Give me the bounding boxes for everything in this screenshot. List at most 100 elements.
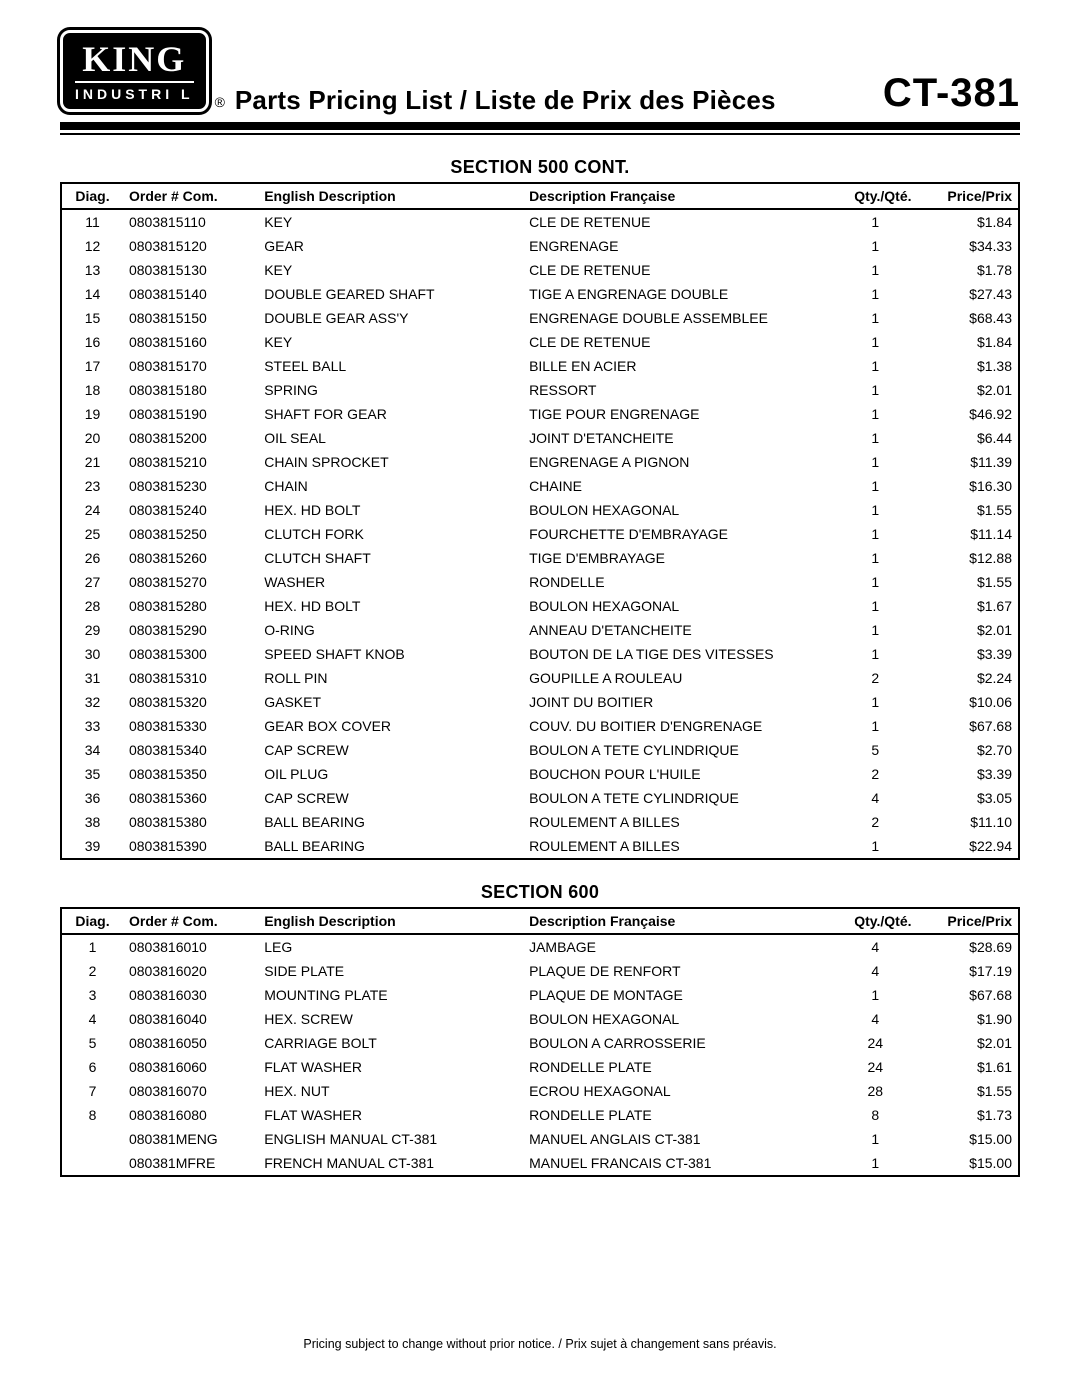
sections-container: SECTION 500 CONT.Diag.Order # Com.Englis… (60, 157, 1020, 1177)
cell-diag: 16 (61, 330, 123, 354)
logo-sub-text: INDUSTRI L (75, 81, 194, 101)
cell-order: 0803816040 (123, 1007, 258, 1031)
cell-qty: 1 (833, 234, 918, 258)
cell-diag (61, 1151, 123, 1176)
table-row: 210803815210CHAIN SPROCKETENGRENAGE A PI… (61, 450, 1019, 474)
cell-order: 0803815130 (123, 258, 258, 282)
cell-en: SHAFT FOR GEAR (258, 402, 523, 426)
table-row: 250803815250CLUTCH FORKFOURCHETTE D'EMBR… (61, 522, 1019, 546)
col-header-en: English Description (258, 183, 523, 209)
cell-price: $1.55 (918, 570, 1019, 594)
cell-qty: 1 (833, 282, 918, 306)
cell-order: 0803816070 (123, 1079, 258, 1103)
cell-price: $1.84 (918, 330, 1019, 354)
cell-price: $1.67 (918, 594, 1019, 618)
cell-diag: 14 (61, 282, 123, 306)
cell-qty: 2 (833, 810, 918, 834)
table-row: 160803815160KEYCLE DE RETENUE1$1.84 (61, 330, 1019, 354)
cell-price: $2.70 (918, 738, 1019, 762)
cell-qty: 1 (833, 209, 918, 234)
cell-fr: ANNEAU D'ETANCHEITE (523, 618, 833, 642)
cell-fr: PLAQUE DE RENFORT (523, 959, 833, 983)
page: KING INDUSTRI L ® Parts Pricing List / L… (0, 0, 1080, 1397)
cell-order: 0803815120 (123, 234, 258, 258)
cell-diag: 35 (61, 762, 123, 786)
cell-fr: BOULON HEXAGONAL (523, 498, 833, 522)
cell-fr: BOULON A TETE CYLINDRIQUE (523, 786, 833, 810)
table-row: 150803815150DOUBLE GEAR ASS'YENGRENAGE D… (61, 306, 1019, 330)
cell-price: $12.88 (918, 546, 1019, 570)
cell-en: GEAR (258, 234, 523, 258)
table-row: 300803815300SPEED SHAFT KNOBBOUTON DE LA… (61, 642, 1019, 666)
cell-price: $6.44 (918, 426, 1019, 450)
col-header-diag: Diag. (61, 908, 123, 934)
cell-qty: 1 (833, 450, 918, 474)
cell-price: $2.01 (918, 378, 1019, 402)
cell-diag: 20 (61, 426, 123, 450)
cell-order: 0803815260 (123, 546, 258, 570)
table-row: 80803816080FLAT WASHERRONDELLE PLATE8$1.… (61, 1103, 1019, 1127)
cell-price: $28.69 (918, 934, 1019, 959)
registered-mark-icon: ® (215, 94, 225, 110)
cell-diag: 33 (61, 714, 123, 738)
cell-order: 0803816010 (123, 934, 258, 959)
cell-en: HEX. SCREW (258, 1007, 523, 1031)
cell-fr: PLAQUE DE MONTAGE (523, 983, 833, 1007)
cell-en: HEX. HD BOLT (258, 594, 523, 618)
cell-fr: MANUEL ANGLAIS CT-381 (523, 1127, 833, 1151)
cell-price: $3.39 (918, 762, 1019, 786)
cell-price: $67.68 (918, 983, 1019, 1007)
cell-price: $16.30 (918, 474, 1019, 498)
table-row: 350803815350OIL PLUGBOUCHON POUR L'HUILE… (61, 762, 1019, 786)
table-row: 270803815270WASHERRONDELLE1$1.55 (61, 570, 1019, 594)
cell-price: $1.84 (918, 209, 1019, 234)
cell-diag: 1 (61, 934, 123, 959)
page-title: Parts Pricing List / Liste de Prix des P… (235, 85, 776, 116)
cell-order: 0803815390 (123, 834, 258, 859)
cell-qty: 1 (833, 594, 918, 618)
cell-qty: 4 (833, 786, 918, 810)
cell-fr: TIGE A ENGRENAGE DOUBLE (523, 282, 833, 306)
cell-order: 0803815230 (123, 474, 258, 498)
cell-qty: 1 (833, 834, 918, 859)
cell-price: $1.55 (918, 1079, 1019, 1103)
cell-price: $67.68 (918, 714, 1019, 738)
cell-qty: 1 (833, 983, 918, 1007)
cell-qty: 5 (833, 738, 918, 762)
cell-price: $2.01 (918, 618, 1019, 642)
cell-fr: ROULEMENT A BILLES (523, 834, 833, 859)
cell-en: SIDE PLATE (258, 959, 523, 983)
cell-qty: 2 (833, 762, 918, 786)
table-row: 170803815170STEEL BALLBILLE EN ACIER1$1.… (61, 354, 1019, 378)
cell-price: $46.92 (918, 402, 1019, 426)
cell-fr: FOURCHETTE D'EMBRAYAGE (523, 522, 833, 546)
col-header-price: Price/Prix (918, 183, 1019, 209)
cell-qty: 1 (833, 714, 918, 738)
cell-diag: 25 (61, 522, 123, 546)
cell-qty: 1 (833, 330, 918, 354)
table-row: 190803815190SHAFT FOR GEARTIGE POUR ENGR… (61, 402, 1019, 426)
cell-qty: 1 (833, 474, 918, 498)
cell-order: 0803816030 (123, 983, 258, 1007)
table-row: 40803816040HEX. SCREWBOULON HEXAGONAL4$1… (61, 1007, 1019, 1031)
cell-diag: 30 (61, 642, 123, 666)
cell-diag: 17 (61, 354, 123, 378)
cell-price: $15.00 (918, 1151, 1019, 1176)
cell-en: DOUBLE GEARED SHAFT (258, 282, 523, 306)
cell-en: KEY (258, 330, 523, 354)
cell-diag: 38 (61, 810, 123, 834)
cell-diag: 26 (61, 546, 123, 570)
cell-qty: 1 (833, 426, 918, 450)
cell-fr: RONDELLE (523, 570, 833, 594)
parts-table: Diag.Order # Com.English DescriptionDesc… (60, 182, 1020, 860)
cell-diag: 36 (61, 786, 123, 810)
cell-fr: ENGRENAGE DOUBLE ASSEMBLEE (523, 306, 833, 330)
cell-fr: RONDELLE PLATE (523, 1103, 833, 1127)
cell-order: 0803815190 (123, 402, 258, 426)
cell-fr: BOULON A CARROSSERIE (523, 1031, 833, 1055)
cell-qty: 1 (833, 570, 918, 594)
cell-fr: BILLE EN ACIER (523, 354, 833, 378)
cell-order: 0803815270 (123, 570, 258, 594)
cell-order: 0803815250 (123, 522, 258, 546)
cell-en: OIL SEAL (258, 426, 523, 450)
